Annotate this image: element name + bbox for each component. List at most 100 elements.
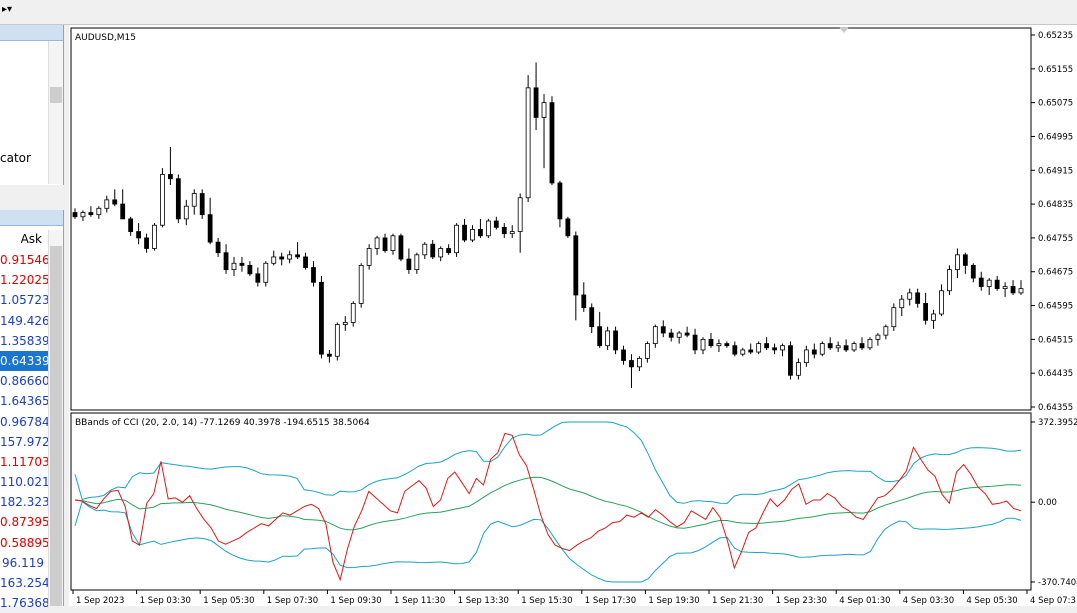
price-axis-label: 0.64355 bbox=[1038, 403, 1073, 413]
candle-body bbox=[605, 330, 611, 347]
market-watch-row[interactable]: 1.22025 bbox=[0, 273, 50, 288]
candle-body bbox=[136, 231, 141, 239]
chart-symbol-label: AUDUSD,M15 bbox=[75, 33, 136, 43]
candle-body bbox=[1018, 288, 1024, 294]
candle-body bbox=[414, 254, 420, 271]
market-watch-row[interactable]: 1.35839 bbox=[0, 333, 50, 348]
candle-body bbox=[231, 262, 237, 271]
candle-body bbox=[772, 347, 777, 351]
candle-body bbox=[684, 332, 690, 336]
market-watch-row[interactable]: 0.96784 bbox=[0, 414, 50, 429]
market-watch-scrollbar[interactable] bbox=[48, 230, 63, 606]
market-watch-rows: 0.91546 1.22025 1.05723 149.426 1.35839 0.643… bbox=[0, 250, 50, 613]
candle-body bbox=[239, 262, 245, 266]
time-axis-label: 4 Sep 07:3 bbox=[1030, 596, 1076, 606]
candle-body bbox=[430, 243, 436, 258]
market-watch-row[interactable]: 110.021 bbox=[0, 475, 50, 490]
market-watch-panel: Ask 0.91546 1.22025 1.05723 149.426 1.35839 0… bbox=[0, 210, 64, 610]
candle-body bbox=[867, 338, 873, 349]
candle-body bbox=[756, 343, 762, 353]
candle-body bbox=[732, 345, 738, 355]
candle-body bbox=[104, 199, 110, 209]
candle-body bbox=[923, 303, 929, 321]
candle-body bbox=[986, 279, 992, 287]
indicator-label: BBands of CCI (20, 2.0, 14) -77.1269 40.… bbox=[75, 418, 370, 428]
candle-body bbox=[851, 343, 857, 351]
time-axis-label: 1 Sep 11:30 bbox=[394, 596, 445, 606]
market-watch-row[interactable]: 1.76368 bbox=[0, 596, 50, 611]
candle-body bbox=[843, 345, 849, 351]
candle-body bbox=[485, 220, 491, 237]
price-axis-label: 0.64595 bbox=[1038, 302, 1073, 312]
candle-body bbox=[891, 307, 897, 328]
time-axis-label: 1 Sep 19:30 bbox=[648, 596, 699, 606]
column-header-ask[interactable]: Ask bbox=[20, 232, 42, 246]
time-axis-label: 1 Sep 2023 bbox=[76, 596, 124, 606]
candle-body bbox=[652, 326, 658, 344]
candle-body bbox=[72, 212, 78, 218]
market-watch-row[interactable]: 1.05723 bbox=[0, 293, 50, 308]
market-watch-scroll-thumb[interactable] bbox=[50, 246, 62, 606]
chart-canvas[interactable]: 0.65235 0.65155 0.65075 0.64995 0.64915 0.648… bbox=[69, 25, 1077, 606]
candle-body bbox=[422, 243, 428, 256]
market-watch-row[interactable]: 0.87395 bbox=[0, 515, 50, 530]
navigator-item-indicator[interactable]: cator bbox=[0, 151, 31, 165]
candle-body bbox=[875, 334, 881, 340]
market-watch-row[interactable]: 96.119 bbox=[2, 555, 44, 570]
candle-body bbox=[708, 338, 714, 347]
market-watch-row[interactable]: 1.64365 bbox=[0, 394, 50, 409]
candle-body bbox=[303, 256, 308, 268]
chart-window[interactable]: 0.65235 0.65155 0.65075 0.64995 0.64915 0.648… bbox=[69, 25, 1077, 606]
candle-body bbox=[207, 214, 213, 243]
navigator-scrollbar[interactable] bbox=[48, 41, 63, 184]
top-toolbar: ▸▾ bbox=[0, 0, 1077, 25]
candle-body bbox=[406, 258, 412, 271]
market-watch-row[interactable]: 0.64339 bbox=[0, 350, 50, 372]
candle-body bbox=[700, 338, 706, 351]
candle-body bbox=[597, 326, 603, 347]
market-watch-row[interactable]: 157.972 bbox=[0, 434, 50, 449]
candle-body bbox=[637, 357, 642, 368]
market-watch-row[interactable]: 182.323 bbox=[0, 495, 50, 510]
candle-body bbox=[819, 343, 825, 355]
market-watch-row[interactable]: 149.426 bbox=[0, 313, 50, 328]
cci-line bbox=[74, 432, 1022, 582]
market-watch-row[interactable]: 163.254 bbox=[0, 576, 50, 590]
candle-body bbox=[811, 349, 817, 355]
market-watch-row[interactable]: 0.86660 bbox=[0, 374, 50, 389]
cci-lower-band-line bbox=[74, 500, 1022, 583]
candle-body bbox=[255, 273, 261, 283]
toolbar-dropdown-button[interactable]: ▸▾ bbox=[2, 4, 13, 15]
candle-body bbox=[931, 313, 936, 321]
time-axis-label: 4 Sep 01:30 bbox=[839, 596, 890, 606]
candle-body bbox=[366, 248, 372, 266]
candle-body bbox=[676, 332, 682, 338]
candle-body bbox=[446, 248, 452, 254]
time-axis-label: 1 Sep 21:30 bbox=[712, 596, 763, 606]
market-watch-row[interactable]: 0.58895 bbox=[0, 535, 50, 550]
candle-body bbox=[334, 324, 340, 357]
candle-body bbox=[398, 235, 404, 260]
candle-body bbox=[1002, 286, 1008, 290]
candle-body bbox=[796, 362, 801, 376]
candle-body bbox=[454, 224, 459, 254]
candle-body bbox=[780, 345, 785, 351]
price-axis-label: 0.64675 bbox=[1038, 268, 1073, 278]
candle-body bbox=[374, 237, 380, 249]
candle-body bbox=[613, 330, 618, 351]
candle-body bbox=[947, 269, 952, 292]
candle-body bbox=[724, 343, 730, 347]
price-axis-label: 0.65155 bbox=[1038, 65, 1073, 75]
candle-body bbox=[764, 343, 770, 349]
candle-body bbox=[835, 345, 841, 349]
candle-body bbox=[501, 226, 507, 235]
candle-body bbox=[668, 332, 674, 338]
candle-body bbox=[358, 264, 364, 304]
candle-body bbox=[311, 267, 316, 283]
price-axis-label: 0.64435 bbox=[1038, 369, 1073, 379]
market-watch-row[interactable]: 0.91546 bbox=[0, 253, 50, 267]
shift-marker-icon[interactable] bbox=[839, 27, 849, 33]
candle-body bbox=[199, 193, 205, 216]
navigator-scroll-thumb[interactable] bbox=[50, 87, 62, 103]
market-watch-row[interactable]: 1.11703 bbox=[0, 454, 50, 469]
